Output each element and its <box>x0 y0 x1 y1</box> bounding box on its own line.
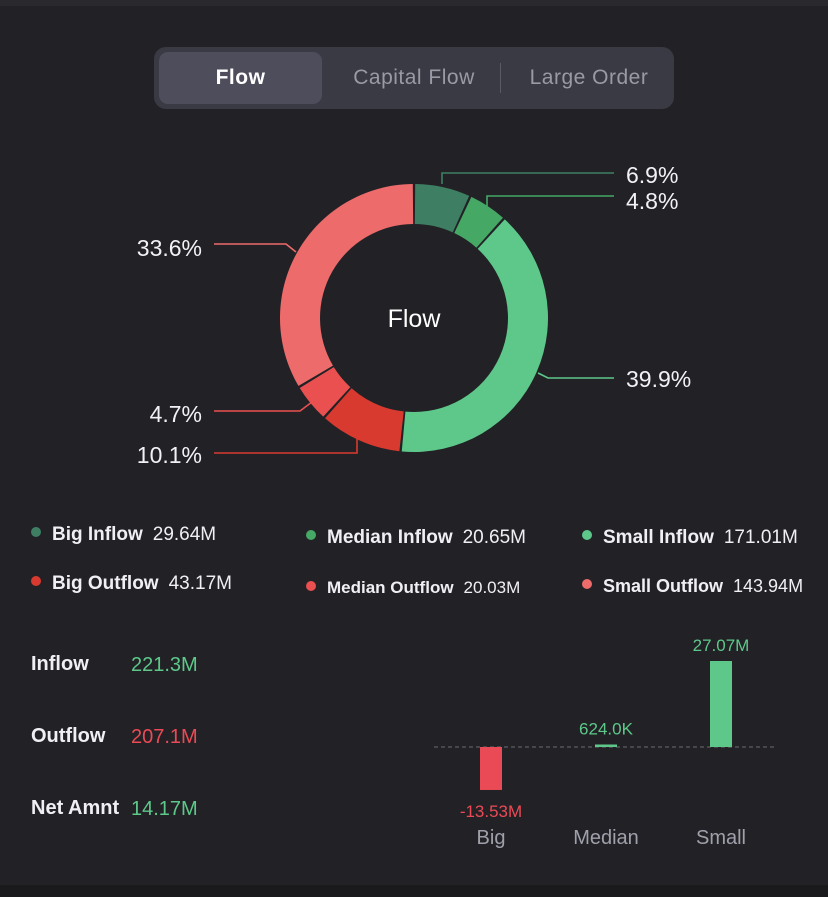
donut-slice <box>414 184 470 233</box>
bar <box>480 747 502 790</box>
legend-median-outflow: Median Outflow 20.03M <box>306 578 520 598</box>
legend-value: 20.65M <box>462 527 526 548</box>
legend-label: Median Inflow <box>327 527 453 548</box>
bar-category-label: Small <box>696 827 746 849</box>
bar-category-label: Median <box>573 827 639 849</box>
legend-dot <box>582 529 592 540</box>
legend-dot <box>31 526 41 537</box>
legend-label: Big Inflow <box>52 524 143 545</box>
bar <box>710 661 732 747</box>
tab-divider <box>500 63 501 93</box>
donut-slice <box>280 184 414 386</box>
legend-label: Median Outflow <box>327 578 454 597</box>
bar-value-label: 624.0K <box>579 720 634 739</box>
top-strip <box>0 0 828 6</box>
bar <box>595 744 617 747</box>
slice-percent-label: 4.8% <box>626 188 678 214</box>
donut-slice <box>299 367 351 417</box>
legend-dot <box>31 575 41 586</box>
slice-percent-label: 10.1% <box>137 442 202 468</box>
tab-flow[interactable]: Flow <box>159 52 322 104</box>
legend-value: 171.01M <box>723 527 798 548</box>
inflow-label: Inflow <box>31 653 89 675</box>
leader-line <box>214 438 358 454</box>
legend-label: Big Outflow <box>52 573 159 594</box>
legend-small-outflow: Small Outflow 143.94M <box>582 576 803 597</box>
donut-slice <box>401 219 548 452</box>
legend-label: Small Outflow <box>603 576 724 596</box>
legend-big-inflow: Big Inflow 29.64M <box>31 524 216 546</box>
donut-slice <box>454 196 503 248</box>
legend-value: 20.03M <box>463 578 521 597</box>
legend-small-inflow: Small Inflow 171.01M <box>582 527 798 549</box>
legend-label: Small Inflow <box>603 527 714 548</box>
legend-dot <box>306 529 316 540</box>
legend-value: 29.64M <box>152 524 217 545</box>
slice-percent-label: 33.6% <box>137 235 202 261</box>
inflow-value: 221.3M <box>131 654 198 676</box>
tab-large-order[interactable]: Large Order <box>529 66 649 89</box>
leader-line <box>441 172 614 184</box>
bar-category-label: Big <box>477 827 506 849</box>
bottom-strip <box>0 885 828 897</box>
flow-donut-chart: 6.9%4.8% 39.9% 10.1% 4.7% 33.6% Flow <box>137 162 691 468</box>
bar-value-label: 27.07M <box>693 636 750 655</box>
donut-slice <box>325 388 404 452</box>
legend-value: 43.17M <box>168 573 232 594</box>
legend-value: 143.94M <box>733 576 804 596</box>
leader-line <box>214 243 297 253</box>
bar-value-label: -13.53M <box>460 802 522 821</box>
legend-dot <box>306 580 316 591</box>
legend-big-outflow: Big Outflow 43.17M <box>31 573 232 595</box>
legend-median-inflow: Median Inflow 20.65M <box>306 527 526 549</box>
tab-capital-flow[interactable]: Capital Flow <box>353 66 475 89</box>
net-amount-label: Net Amnt <box>31 797 120 819</box>
net-amount-value: 14.17M <box>131 798 198 820</box>
outflow-value: 207.1M <box>131 726 198 748</box>
outflow-label: Outflow <box>31 725 106 747</box>
leader-line <box>214 401 313 412</box>
donut-center-label: Flow <box>388 305 442 333</box>
slice-percent-label: 4.7% <box>150 401 202 427</box>
leader-line <box>486 195 614 210</box>
slice-percent-label: 39.9% <box>626 366 691 392</box>
legend-dot <box>582 579 592 590</box>
flow-tab-switcher: Flow Capital Flow Large Order <box>154 47 674 109</box>
slice-percent-label: 6.9% <box>626 162 678 188</box>
leader-line <box>537 372 614 379</box>
